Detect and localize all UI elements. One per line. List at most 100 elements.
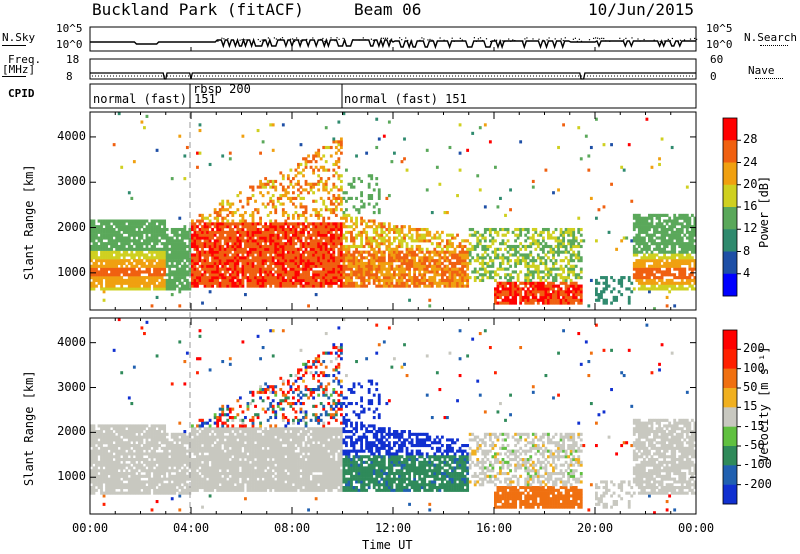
power-cell [251, 188, 255, 192]
power-cell [155, 236, 159, 240]
power-cell [249, 250, 252, 254]
power-cell [203, 284, 207, 288]
power-cell [249, 267, 252, 271]
power-cell [203, 253, 207, 257]
power-cell [284, 242, 288, 246]
power-cell [398, 278, 401, 283]
power-cell [163, 287, 167, 291]
power-cell [428, 250, 432, 254]
power-cell [153, 242, 156, 246]
power-cell [120, 281, 124, 285]
power-cell [140, 242, 144, 246]
power-cell [387, 242, 391, 246]
power-cell [317, 261, 321, 266]
power-cell [132, 259, 136, 263]
power-cell [509, 188, 512, 192]
power-cell [90, 256, 93, 260]
power-cell [120, 253, 124, 257]
power-cell [216, 250, 220, 254]
power-cell [425, 239, 429, 243]
velocity-cell [100, 460, 103, 464]
power-cell [312, 273, 316, 277]
power-cell [685, 276, 689, 280]
power-cell [107, 247, 111, 251]
power-cell [547, 287, 550, 291]
power-cell [559, 227, 563, 232]
power-cell [256, 227, 260, 232]
power-cell [299, 259, 303, 263]
power-cell [112, 244, 116, 249]
power-cell [504, 233, 507, 237]
noise-left-top-tick: 10^5 [56, 22, 83, 35]
power-cell [539, 230, 543, 234]
power-cell [562, 250, 565, 254]
power-cell [425, 267, 429, 271]
velocity-cell [90, 486, 93, 490]
power-cell [514, 253, 518, 257]
power-cell [274, 225, 278, 229]
power-cell [206, 276, 209, 280]
power-cell [183, 230, 187, 234]
nsearch-dot [694, 37, 696, 40]
power-cell [635, 264, 639, 268]
power-cell [193, 256, 197, 260]
power-cell [355, 250, 358, 254]
power-cell [132, 253, 136, 257]
power-cell [198, 244, 202, 249]
power-cell [307, 250, 310, 254]
power-cell [347, 213, 351, 217]
power-cell [334, 267, 338, 271]
power-cell [670, 250, 674, 254]
power-cell [221, 227, 225, 232]
power-cell [579, 298, 583, 302]
velocity-cell [100, 486, 103, 490]
power-cell [367, 267, 371, 271]
power-cell [382, 267, 386, 271]
power-cell [663, 219, 666, 223]
power-cell [642, 256, 646, 260]
power-cell [137, 276, 141, 280]
power-cell [562, 295, 565, 299]
power-cell [690, 267, 694, 271]
power-cell [539, 284, 543, 288]
power-cell [539, 295, 543, 299]
power-cell [279, 230, 283, 234]
power-cell [158, 261, 161, 266]
power-cell [322, 236, 326, 240]
power-cell [650, 233, 654, 237]
power-cell [334, 233, 338, 237]
power-cell [372, 256, 376, 260]
power-cell [663, 239, 666, 243]
power-cell [279, 227, 283, 232]
power-cell [678, 250, 682, 254]
power-cell [132, 160, 136, 164]
power-cell [120, 233, 124, 237]
power-cell [337, 264, 341, 268]
power-cell [122, 225, 126, 229]
power-cell [173, 242, 177, 246]
power-cell [223, 276, 227, 280]
power-cell [309, 242, 313, 246]
power-cell [294, 222, 298, 226]
power-cell [435, 284, 439, 288]
power-cell [117, 256, 121, 260]
power-cell [337, 242, 341, 246]
power-cell [274, 247, 278, 251]
power-cell [549, 250, 553, 254]
power-cell [430, 256, 434, 260]
power-cell [690, 247, 694, 251]
power-cell [334, 199, 338, 203]
power-cell [375, 253, 379, 257]
power-cell [456, 256, 459, 260]
power-cell [304, 208, 308, 212]
power-cell [206, 225, 209, 229]
power-cell [483, 123, 487, 127]
power-cell [307, 270, 310, 274]
power-cell [137, 270, 141, 274]
power-cell [312, 281, 316, 285]
nsearch-dot [546, 39, 548, 41]
power-cell [519, 233, 523, 237]
power-cell [549, 295, 553, 299]
power-cell [241, 284, 245, 288]
power-cell [673, 256, 677, 260]
